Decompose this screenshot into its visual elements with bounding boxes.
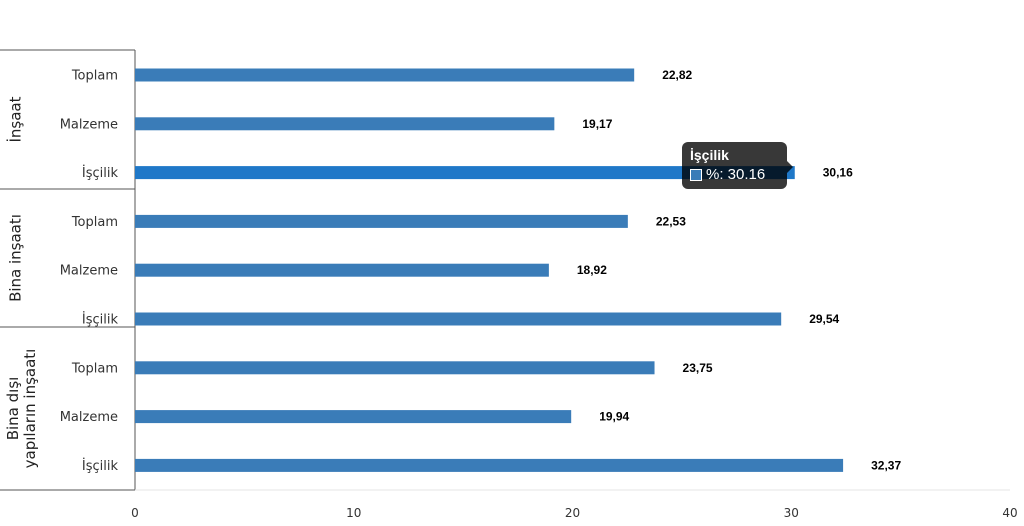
- tooltip-value: %: 30.16: [706, 166, 766, 183]
- group-label: İnşaat: [5, 96, 24, 142]
- tooltip-swatch: [690, 168, 702, 181]
- data-label: 30,16: [823, 166, 853, 180]
- tooltip: İşçilik %: 30.16: [682, 142, 793, 189]
- bar: [135, 68, 635, 82]
- group-label: Bina inşaatı: [6, 214, 24, 302]
- bar: [135, 263, 549, 277]
- category-label: Toplam: [71, 215, 118, 230]
- data-label: 22,53: [656, 214, 686, 228]
- bar: [135, 458, 844, 472]
- x-tick-label: 30: [784, 506, 799, 520]
- bar: [135, 117, 555, 131]
- category-label: Malzeme: [60, 117, 118, 132]
- tooltip-row: %: 30.16: [690, 166, 779, 183]
- category-label: Toplam: [71, 361, 118, 376]
- data-label: 19,17: [582, 117, 612, 131]
- data-label: 18,92: [577, 263, 607, 277]
- data-label: 29,54: [809, 312, 839, 326]
- x-tick-label: 20: [565, 506, 580, 520]
- category-label: İşçilik: [82, 458, 119, 474]
- bar: [135, 361, 655, 375]
- category-label: Toplam: [71, 69, 118, 84]
- bar: [135, 312, 782, 326]
- x-tick-label: 10: [346, 506, 361, 520]
- data-label: 19,94: [599, 410, 629, 424]
- bar: [135, 166, 795, 180]
- category-label: Malzeme: [60, 264, 118, 279]
- x-tick-label: 0: [131, 506, 139, 520]
- tooltip-caret: [787, 161, 793, 173]
- bar: [135, 410, 572, 424]
- group-label: Bina dışıyapıların inşaatı: [4, 349, 39, 469]
- x-tick-label: 40: [1002, 506, 1017, 520]
- data-label: 32,37: [871, 458, 901, 472]
- category-label: İşçilik: [82, 312, 119, 328]
- data-label: 23,75: [683, 361, 713, 375]
- bar: [135, 214, 628, 228]
- category-label: Malzeme: [60, 410, 118, 425]
- category-label: İşçilik: [82, 165, 119, 181]
- data-label: 22,82: [662, 68, 692, 82]
- tooltip-title: İşçilik: [690, 147, 729, 163]
